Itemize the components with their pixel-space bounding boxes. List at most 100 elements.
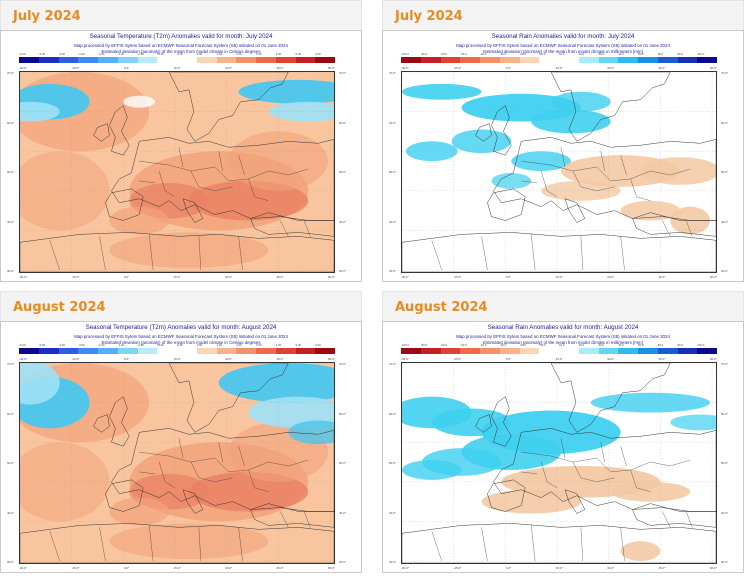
colorbar-tick-label: 0.25 (177, 52, 183, 56)
lon-labels-bottom: -30.0° -15.0° 0.0° 15.0° 30.0° 45.0° 60.0° (401, 566, 717, 570)
colorbar (19, 57, 335, 63)
colorbar-swatch (499, 57, 520, 63)
colorbar-tick-label: 60.0 (657, 343, 664, 347)
lon-label: 15.0° (173, 275, 181, 279)
warm-anomaly-area (188, 471, 309, 512)
colorbar-tick-label: 1.00 (216, 52, 222, 56)
colorbar-tick-label: 50.0 (638, 52, 644, 56)
colorbar-tick-label: -4.00 (58, 52, 65, 56)
lat-label: 60.0° (7, 120, 15, 125)
lon-label: 45.0° (658, 566, 666, 570)
map-subtitle: Map processed by EFFIS Sytem based on EC… (74, 43, 288, 48)
lon-label: 30.0° (607, 66, 615, 70)
lon-label: -15.0° (453, 357, 462, 361)
rain-anomaly-area (620, 200, 681, 221)
country-border (238, 236, 243, 271)
country-border (214, 166, 269, 182)
colorbar-swatch (677, 348, 698, 354)
country-border (560, 147, 566, 168)
country-border (686, 220, 693, 237)
lon-label: -15.0° (71, 357, 80, 361)
colorbar-ticks: -100.0 -80.0 -60.0 -50.0 -40.0 -30.0 -20.0 -10.… (401, 343, 717, 348)
lat-labels-left: 70.0° 60.0° 50.0° 40.0° 30.0° (7, 71, 14, 273)
lon-label: -15.0° (71, 275, 80, 279)
colorbar-swatch (638, 57, 658, 63)
coastline (20, 232, 334, 272)
country-border (600, 442, 605, 463)
lat-label: 70.0° (7, 362, 15, 366)
country-border (580, 236, 584, 271)
colorbar-tick-label: -6.00 (19, 343, 26, 347)
coastline (475, 414, 492, 433)
lon-labels-top: -30.0° -15.0° 0.0° 15.0° 30.0° 45.0° 60.0° (19, 66, 335, 70)
colorbar-tick-label: 20.0 (578, 52, 585, 56)
colorbar-swatch (440, 57, 461, 63)
colorbar-tick-label: -30.0 (499, 52, 507, 56)
lat-label: 70.0° (7, 71, 15, 75)
colorbar-tick-label: -5.00 (38, 343, 46, 347)
cold-anomaly-area (123, 95, 156, 108)
colorbar-swatch (19, 57, 39, 63)
rain-anomaly-area (551, 91, 611, 112)
colorbar-tick-label: 0.25 (177, 343, 183, 347)
lat-label: 70.0° (721, 362, 729, 366)
map-subtitle-units: Estimated deviation (anomaly) of the mea… (101, 49, 261, 54)
colorbar-swatch (275, 348, 296, 354)
warm-anomaly-area (109, 523, 269, 560)
colorbar-tick-label: -100.0 (401, 343, 409, 347)
lat-label: 50.0° (7, 170, 15, 174)
colorbar-swatch (315, 348, 335, 354)
map-frame: Seasonal Rain Anomalies valid for month:… (382, 321, 744, 573)
colorbar-swatch (58, 57, 79, 63)
country-border (620, 527, 625, 562)
panel-header: July 2024 (382, 0, 744, 30)
colorbar-swatch (638, 348, 658, 354)
lat-label: 40.0° (721, 219, 729, 224)
anomaly-map (19, 362, 335, 564)
colorbar-swatch (78, 57, 98, 63)
coastline (93, 414, 110, 433)
colorbar (401, 348, 717, 354)
lon-label: 15.0° (555, 566, 563, 570)
lon-label: 0.0° (505, 357, 512, 361)
lon-label: 15.0° (173, 66, 181, 70)
colorbar-swatch (480, 57, 500, 63)
country-border (49, 240, 60, 271)
country-border (139, 471, 156, 475)
map-canvas (20, 363, 334, 563)
map-subtitle: Map processed by EFFIS Sytem based on EC… (456, 334, 670, 339)
colorbar-tick-label: 10.0 (559, 52, 565, 56)
cold-anomaly-area (268, 101, 334, 122)
colorbar-swatch (697, 348, 717, 354)
colorbar-tick-label: -10.0 (539, 52, 546, 56)
country-border (139, 160, 215, 172)
coastline (20, 523, 334, 563)
colorbar-tick-label: 0.50 (196, 52, 203, 56)
country-border (481, 527, 488, 562)
lat-label: 70.0° (339, 71, 347, 75)
warm-anomaly-area (20, 442, 110, 522)
colorbar-swatch (401, 348, 421, 354)
colorbar-swatch (78, 348, 98, 354)
colorbar-tick-label: -30.0 (499, 343, 507, 347)
country-border (630, 469, 651, 492)
coastline (168, 72, 289, 142)
rain-anomaly-area (541, 180, 621, 201)
country-border (630, 178, 651, 201)
map-canvas (20, 72, 334, 272)
colorbar-swatch (677, 57, 698, 63)
lon-label: 0.0° (123, 566, 130, 570)
rain-anomaly-area (402, 460, 462, 480)
lat-label: 60.0° (721, 120, 729, 125)
coastline (402, 232, 716, 272)
country-border (620, 446, 627, 467)
colorbar-tick-label: -20.0 (519, 52, 526, 56)
country-border (99, 236, 106, 271)
lat-label: 50.0° (721, 170, 729, 174)
colorbar-swatch (578, 348, 599, 354)
coastline (564, 489, 586, 514)
colorbar-swatch (519, 348, 540, 354)
lat-label: 50.0° (7, 461, 15, 465)
cold-anomaly-area (20, 363, 60, 405)
cold-anomaly-area (20, 101, 60, 122)
